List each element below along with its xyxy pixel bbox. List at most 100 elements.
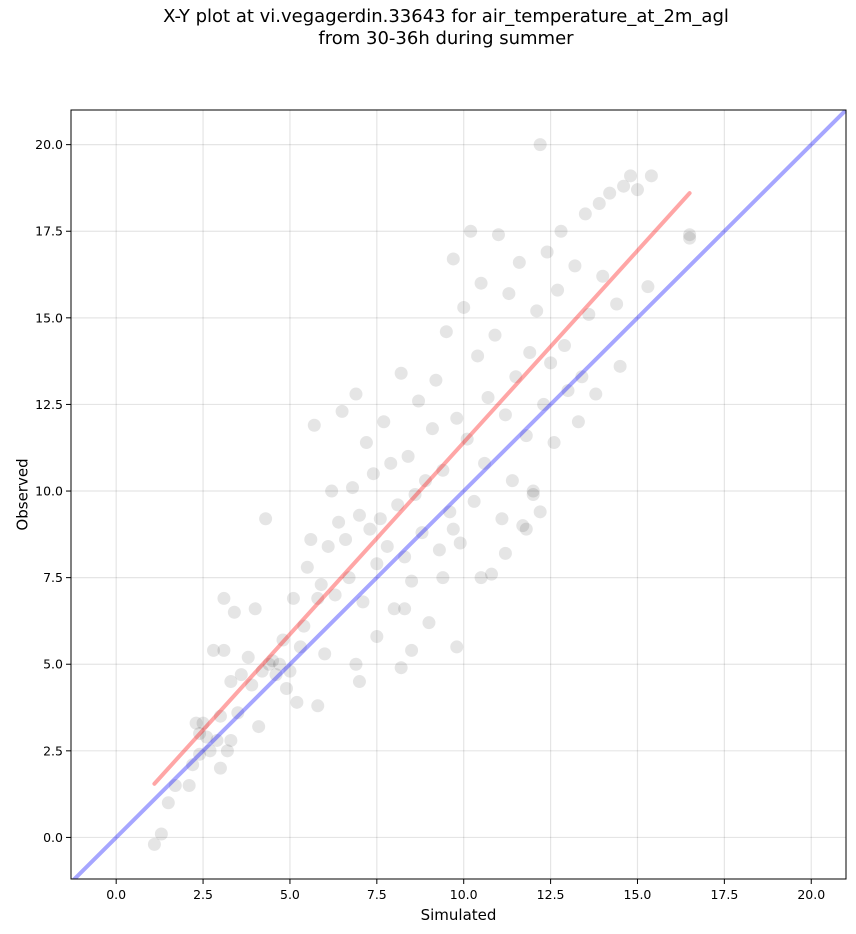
scatter-point (391, 498, 405, 512)
scatter-point (283, 664, 297, 678)
scatter-point (488, 328, 502, 342)
scatter-point (318, 647, 332, 661)
scatter-point (582, 307, 596, 321)
scatter-point (630, 183, 644, 197)
scatter-point (624, 169, 638, 183)
scatter-point (603, 186, 617, 200)
scatter-point (526, 484, 540, 498)
scatter-point (227, 605, 241, 619)
scatter-point (412, 394, 426, 408)
scatter-point (516, 519, 530, 533)
scatter-point (196, 716, 210, 730)
scatter-point (613, 359, 627, 373)
scatter-point (359, 436, 373, 450)
scatter-point (380, 539, 394, 553)
scatter-point (373, 512, 387, 526)
scatter-point (266, 654, 280, 668)
y-tick-label: 15.0 (35, 310, 63, 325)
scatter-point (210, 733, 224, 747)
scatter-point (252, 720, 266, 734)
scatter-point (429, 373, 443, 387)
scatter-point (328, 588, 342, 602)
scatter-point (300, 560, 314, 574)
scatter-point (186, 758, 200, 772)
scatter-point (450, 640, 464, 654)
scatter-point (366, 467, 380, 481)
scatter-point (241, 650, 255, 664)
scatter-point (551, 283, 565, 297)
scatter-point (519, 522, 533, 536)
scatter-point (339, 533, 353, 547)
scatter-point (405, 643, 419, 657)
scatter-point (189, 716, 203, 730)
scatter-point (436, 571, 450, 585)
scatter-point (425, 422, 439, 436)
scatter-point (512, 255, 526, 269)
scatter-point (394, 366, 408, 380)
scatter-point (495, 512, 509, 526)
scatter-point (471, 349, 485, 363)
scatter-point (321, 539, 335, 553)
scatter-point (224, 733, 238, 747)
y-axis-label: Observed (13, 458, 31, 530)
scatter-point (346, 481, 360, 495)
scatter-point (474, 571, 488, 585)
scatter-point (290, 695, 304, 709)
scatter-point (297, 619, 311, 633)
scatter-point (498, 408, 512, 422)
scatter-point (589, 387, 603, 401)
chart-subtitle: from 30-36h during summer (318, 28, 574, 49)
scatter-point (168, 778, 182, 792)
scatter-point (279, 681, 293, 695)
y-tick-label: 20.0 (35, 137, 63, 152)
y-axis-ticks: 0.0 2.5 5.0 7.5 10.0 12.5 15.0 17.5 20.0 (35, 137, 71, 845)
scatter-point (478, 456, 492, 470)
x-tick-label: 10.0 (450, 887, 478, 902)
scatter-point (217, 591, 231, 605)
y-tick-label: 5.0 (43, 657, 63, 672)
x-tick-label: 7.5 (367, 887, 387, 902)
scatter-point (519, 429, 533, 443)
grid-lines (71, 110, 846, 879)
scatter-point (352, 508, 366, 522)
y-tick-label: 7.5 (43, 570, 63, 585)
scatter-point (335, 404, 349, 418)
scatter-point (554, 224, 568, 238)
regression-lines (71, 110, 846, 879)
scatter-point (384, 456, 398, 470)
scatter-point (352, 675, 366, 689)
scatter-point (683, 228, 697, 242)
x-tick-label: 12.5 (537, 887, 565, 902)
scatter-point (436, 463, 450, 477)
scatter-point (349, 387, 363, 401)
scatter-point (453, 536, 467, 550)
scatter-point (193, 747, 207, 761)
scatter-point (200, 730, 214, 744)
scatter-point (259, 512, 273, 526)
scatter-point (293, 640, 307, 654)
scatter-point (182, 778, 196, 792)
scatter-point (592, 197, 606, 211)
scatter-point (547, 436, 561, 450)
x-tick-label: 20.0 (797, 887, 825, 902)
scatter-point (568, 259, 582, 273)
scatter-point (231, 706, 245, 720)
scatter-point (502, 287, 516, 301)
scatter-point (286, 591, 300, 605)
scatter-point (356, 595, 370, 609)
x-tick-label: 5.0 (280, 887, 300, 902)
x-axis-label: Simulated (421, 906, 497, 924)
scatter-point (269, 668, 283, 682)
scatter-point (394, 661, 408, 675)
scatter-point (509, 370, 523, 384)
scatter-point (457, 300, 471, 314)
scatter-point (398, 550, 412, 564)
scatter-point (408, 488, 422, 501)
scatter-point (641, 280, 655, 294)
x-tick-label: 15.0 (624, 887, 652, 902)
scatter-point (217, 643, 231, 657)
scatter-point (505, 474, 519, 488)
scatter-point (262, 657, 276, 671)
scatter-point (193, 727, 207, 741)
